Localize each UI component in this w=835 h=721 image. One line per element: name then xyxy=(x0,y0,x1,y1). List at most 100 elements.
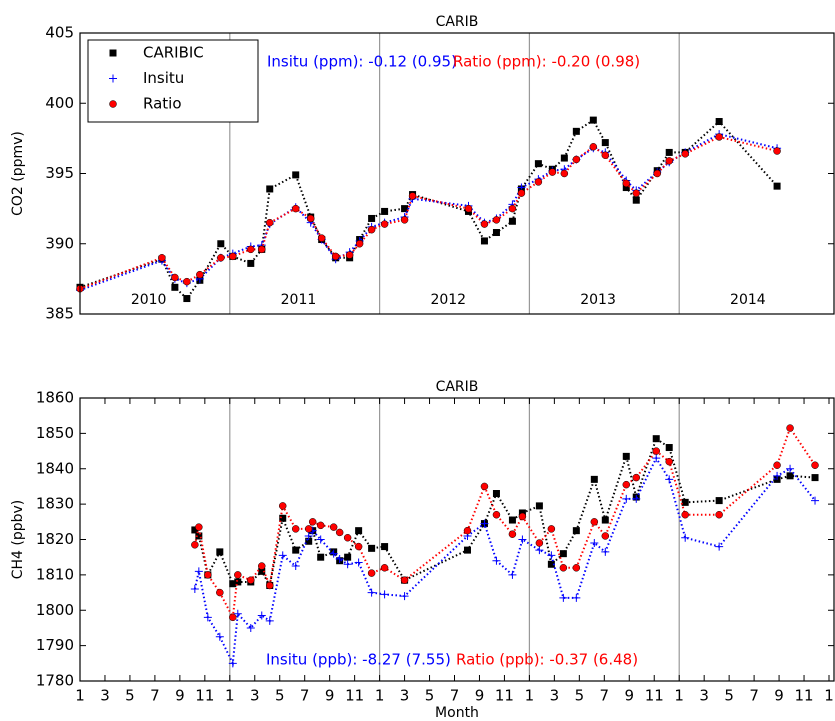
marker xyxy=(786,464,795,473)
marker xyxy=(305,537,313,545)
marker xyxy=(265,581,274,590)
year-label: 2012 xyxy=(430,292,466,308)
marker xyxy=(773,147,781,155)
marker xyxy=(572,527,580,535)
marker xyxy=(355,240,364,248)
y-tick-label: 1850 xyxy=(36,424,74,442)
marker xyxy=(715,133,723,141)
marker xyxy=(480,237,488,245)
marker xyxy=(508,570,517,579)
y-tick-label: 1780 xyxy=(36,672,74,690)
x-tick-label: 9 xyxy=(475,687,485,705)
series-line xyxy=(193,425,816,621)
year-label: 2010 xyxy=(131,292,167,308)
marker xyxy=(653,169,661,178)
marker xyxy=(492,510,501,519)
marker xyxy=(233,609,242,618)
marker xyxy=(773,182,781,190)
y-tick-label: 1800 xyxy=(36,601,74,619)
marker xyxy=(463,546,471,554)
x-tick-label: 1 xyxy=(674,687,684,705)
marker xyxy=(279,514,287,522)
marker xyxy=(203,613,212,622)
marker xyxy=(572,155,581,164)
marker xyxy=(572,564,581,572)
x-tick-label: 7 xyxy=(300,687,310,705)
marker xyxy=(681,150,689,158)
marker xyxy=(508,516,516,524)
marker xyxy=(317,234,326,242)
series xyxy=(190,454,820,668)
legend-label: CARIBIC xyxy=(143,44,204,62)
marker xyxy=(354,542,363,551)
marker xyxy=(559,564,568,572)
marker xyxy=(681,533,690,542)
marker xyxy=(622,494,631,503)
marker xyxy=(345,251,354,259)
marker xyxy=(665,475,674,484)
marker xyxy=(589,143,598,151)
marker xyxy=(811,474,819,482)
marker xyxy=(343,560,352,569)
marker xyxy=(304,525,313,533)
marker xyxy=(278,502,287,510)
marker xyxy=(535,546,544,555)
marker xyxy=(464,204,473,213)
series-line xyxy=(79,118,778,301)
marker xyxy=(518,535,527,544)
marker xyxy=(559,550,567,558)
marker xyxy=(278,551,287,560)
marker xyxy=(622,480,631,489)
marker xyxy=(368,214,376,222)
x-tick-label: 7 xyxy=(150,687,160,705)
y-tick-label: 1820 xyxy=(36,530,74,548)
marker xyxy=(215,632,224,641)
marker xyxy=(229,580,237,588)
y-axis-label: CO2 (ppmv) xyxy=(10,131,26,216)
y-tick-label: 390 xyxy=(45,234,74,252)
marker xyxy=(191,526,199,534)
x-tick-label: 3 xyxy=(400,687,410,705)
x-tick-label: 3 xyxy=(100,687,110,705)
marker xyxy=(257,611,266,620)
marker xyxy=(681,510,689,519)
marker xyxy=(191,541,199,549)
legend-label: Ratio xyxy=(143,95,182,113)
marker xyxy=(331,252,340,261)
chart-title: CARIB xyxy=(436,379,479,395)
x-tick-label: 5 xyxy=(575,687,585,705)
series-line xyxy=(79,133,778,292)
marker xyxy=(194,567,203,576)
marker xyxy=(492,229,500,237)
marker xyxy=(517,189,526,197)
x-tick-label: 7 xyxy=(600,687,610,705)
series xyxy=(76,116,781,303)
marker xyxy=(811,461,819,469)
marker xyxy=(258,562,266,570)
marker xyxy=(534,160,542,168)
marker xyxy=(329,549,338,558)
marker xyxy=(601,547,610,556)
marker xyxy=(400,576,409,584)
marker xyxy=(216,548,224,556)
marker xyxy=(265,218,274,227)
marker xyxy=(216,588,224,597)
marker xyxy=(158,254,166,262)
marker xyxy=(291,525,300,533)
series xyxy=(191,435,819,589)
marker xyxy=(480,482,489,491)
marker xyxy=(590,539,599,548)
plot-frame xyxy=(79,397,835,682)
marker xyxy=(665,157,673,165)
marker xyxy=(508,530,517,538)
marker xyxy=(590,475,598,483)
marker xyxy=(601,516,609,524)
marker xyxy=(622,179,631,188)
marker xyxy=(560,154,568,162)
x-tick-label: 9 xyxy=(175,687,185,705)
marker xyxy=(109,74,117,83)
marker xyxy=(632,494,641,503)
marker xyxy=(622,184,630,192)
marker xyxy=(381,543,389,551)
